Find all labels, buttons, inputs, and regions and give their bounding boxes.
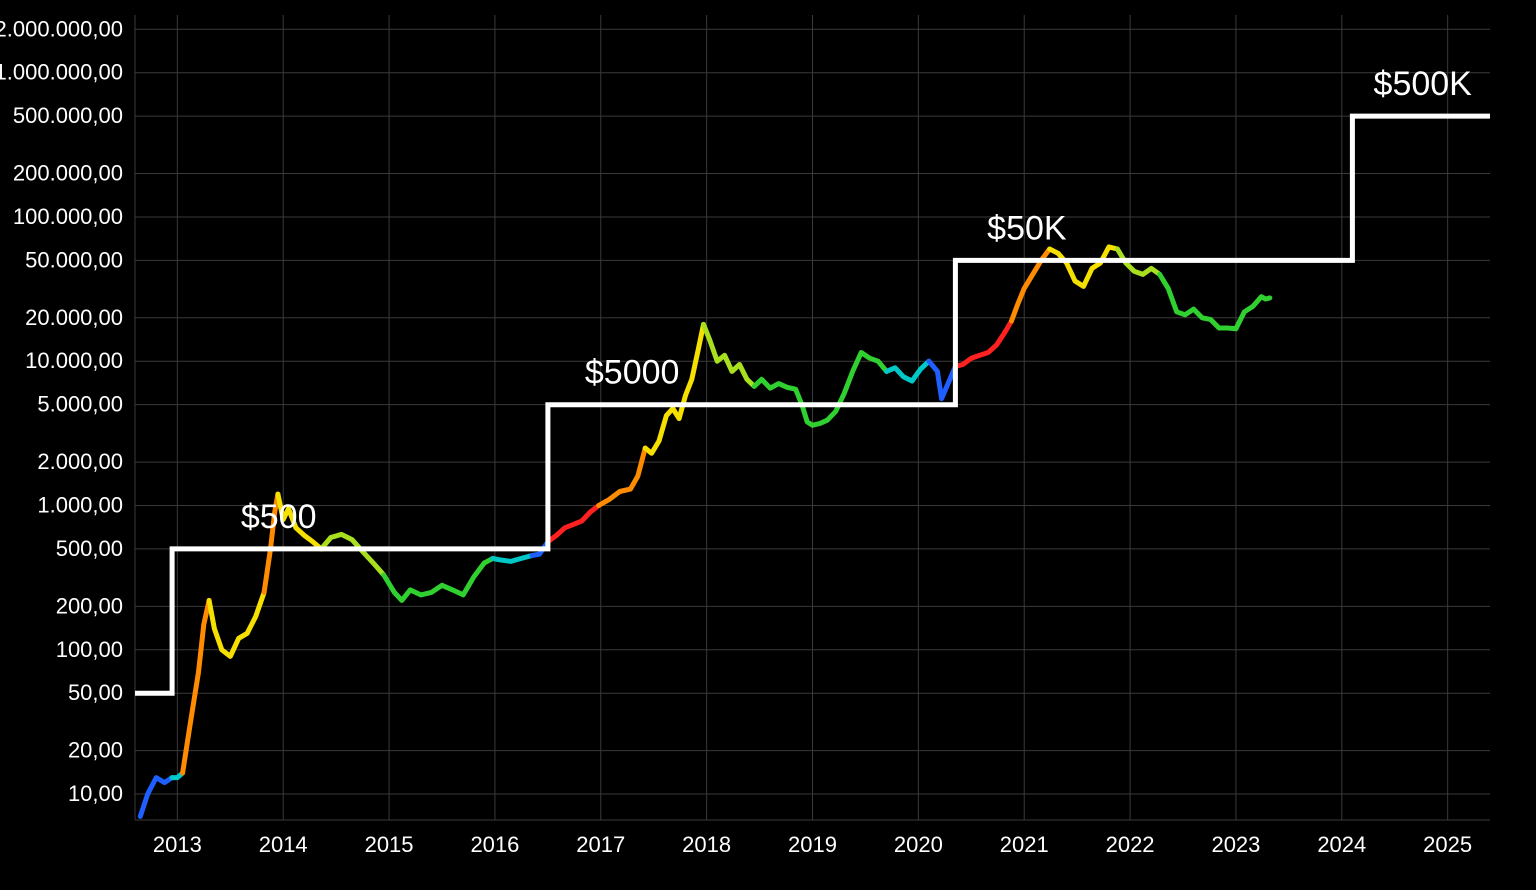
x-tick-label: 2022 — [1106, 832, 1155, 857]
y-tick-label: 20,00 — [68, 738, 123, 763]
x-tick-label: 2017 — [576, 832, 625, 857]
y-tick-label: 200,00 — [56, 593, 123, 618]
step-label: $50K — [987, 209, 1067, 247]
y-tick-label: 500,00 — [56, 536, 123, 561]
y-tick-label: 20.000,00 — [25, 305, 123, 330]
x-tick-label: 2016 — [470, 832, 519, 857]
x-tick-label: 2020 — [894, 832, 943, 857]
y-tick-label: 100.000,00 — [13, 204, 123, 229]
y-tick-label: 2.000,00 — [37, 449, 123, 474]
x-tick-label: 2023 — [1211, 832, 1260, 857]
y-tick-label: 2.000.000,00 — [0, 16, 123, 41]
price-log-chart: 10,00 20,00 50,00 100,00 200,00 500,00 1.000,0… — [0, 0, 1536, 890]
chart-bg — [0, 0, 1536, 890]
y-tick-label: 200.000,00 — [13, 161, 123, 186]
y-tick-label: 500.000,00 — [13, 103, 123, 128]
step-label: $5000 — [585, 354, 680, 392]
chart-svg: 10,00 20,00 50,00 100,00 200,00 500,00 1.000,0… — [0, 0, 1536, 890]
x-tick-label: 2025 — [1423, 832, 1472, 857]
step-label: $500 — [241, 498, 317, 536]
x-tick-label: 2014 — [259, 832, 308, 857]
y-tick-label: 10,00 — [68, 781, 123, 806]
y-tick-label: 100,00 — [56, 637, 123, 662]
x-tick-label: 2013 — [153, 832, 202, 857]
step-label: $500K — [1374, 65, 1473, 103]
y-tick-label: 50,00 — [68, 680, 123, 705]
y-tick-label: 50.000,00 — [25, 247, 123, 272]
y-tick-label: 1.000.000,00 — [0, 60, 123, 85]
x-tick-label: 2024 — [1317, 832, 1366, 857]
y-tick-label: 10.000,00 — [25, 348, 123, 373]
y-tick-label: 5.000,00 — [37, 392, 123, 417]
x-tick-label: 2019 — [788, 832, 837, 857]
x-tick-label: 2021 — [1000, 832, 1049, 857]
x-tick-label: 2015 — [365, 832, 414, 857]
x-tick-label: 2018 — [682, 832, 731, 857]
y-tick-label: 1.000,00 — [37, 493, 123, 518]
